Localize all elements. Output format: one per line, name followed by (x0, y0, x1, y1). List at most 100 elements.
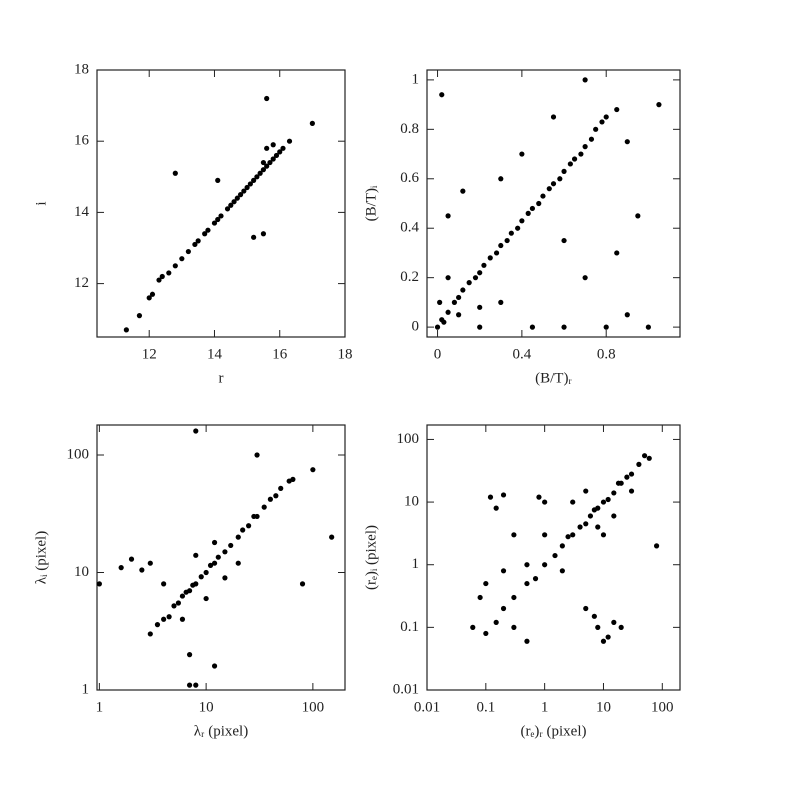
point (264, 145, 270, 151)
point (567, 161, 573, 167)
point (466, 280, 472, 286)
point (222, 575, 228, 581)
point (215, 554, 221, 560)
point (260, 167, 267, 173)
point (561, 237, 567, 244)
point (519, 151, 525, 157)
point (542, 562, 548, 568)
y-tick-label: 1 (412, 556, 420, 572)
point (624, 474, 630, 480)
point (515, 225, 521, 231)
point (203, 569, 209, 576)
point (198, 574, 204, 580)
x-axis-label: r (219, 370, 224, 386)
plot-frame (426, 424, 681, 691)
point (445, 213, 451, 219)
point (460, 287, 466, 293)
y-axis-label: λᵢ (pixel) (33, 531, 49, 584)
point (211, 560, 218, 566)
point (614, 106, 620, 113)
point (593, 126, 599, 132)
point (215, 216, 221, 223)
point (154, 622, 161, 628)
panel: 0 0.4 0.8 0 0.2 0.4 0.6 0.8 1 (B/T)ᵣ (B/T)ᵢ (363, 69, 681, 386)
x-tick-label: 10 (596, 699, 611, 715)
point (186, 588, 193, 594)
x-tick-label: 1 (541, 699, 549, 715)
point (618, 480, 624, 486)
point (118, 565, 124, 571)
y-tick-label: 10 (74, 564, 89, 580)
point (500, 568, 507, 574)
point (646, 455, 652, 461)
y-tick-label: 0.8 (400, 121, 419, 137)
point (525, 210, 531, 216)
point (228, 542, 234, 549)
point (451, 299, 458, 305)
point (240, 527, 246, 533)
point (559, 568, 565, 574)
point (532, 576, 539, 582)
point (582, 275, 588, 281)
point (628, 471, 635, 477)
point (570, 532, 576, 538)
point (186, 682, 193, 688)
point (211, 663, 218, 669)
point (193, 552, 199, 558)
point (456, 294, 462, 301)
point (211, 539, 218, 546)
point (561, 324, 567, 330)
point (546, 186, 552, 192)
point (172, 263, 178, 269)
point (583, 488, 589, 494)
plot-frame (96, 69, 346, 338)
x-tick-label: 100 (651, 699, 674, 715)
point (290, 476, 296, 482)
point (244, 184, 250, 191)
y-tick-label: 1 (82, 681, 90, 697)
point (511, 532, 517, 538)
point (595, 624, 601, 630)
point (192, 241, 198, 248)
point (493, 505, 499, 511)
y-tick-label: 0.01 (393, 681, 419, 697)
point (552, 552, 558, 559)
y-axis-label: i (33, 201, 49, 205)
point (498, 242, 504, 249)
point (146, 295, 152, 301)
point (588, 136, 595, 142)
point (222, 549, 228, 555)
point (493, 619, 499, 625)
point (493, 250, 500, 256)
point (529, 205, 536, 212)
point (605, 634, 611, 640)
point (603, 324, 609, 330)
point (156, 277, 162, 283)
point (166, 614, 172, 620)
x-tick-label: 12 (142, 346, 157, 362)
panel: 1 10 100 1 10 100 λᵣ (pixel) λᵢ (pixel) (33, 424, 346, 739)
point (504, 237, 510, 244)
point (235, 560, 241, 566)
point (656, 102, 662, 108)
x-tick-label: 0 (434, 346, 442, 362)
point (477, 270, 483, 276)
point (483, 630, 489, 637)
point (582, 144, 588, 150)
point (498, 299, 504, 305)
point (599, 119, 605, 125)
point (237, 192, 244, 198)
point (286, 138, 293, 144)
point (571, 156, 578, 162)
point (481, 262, 487, 268)
point (171, 603, 177, 609)
plot-frame (426, 69, 681, 338)
point (577, 524, 583, 530)
point (261, 504, 267, 510)
point (540, 193, 546, 199)
point (557, 176, 563, 182)
point (595, 524, 601, 530)
x-axis-label: λᵣ (pixel) (194, 723, 248, 739)
point (329, 534, 335, 540)
